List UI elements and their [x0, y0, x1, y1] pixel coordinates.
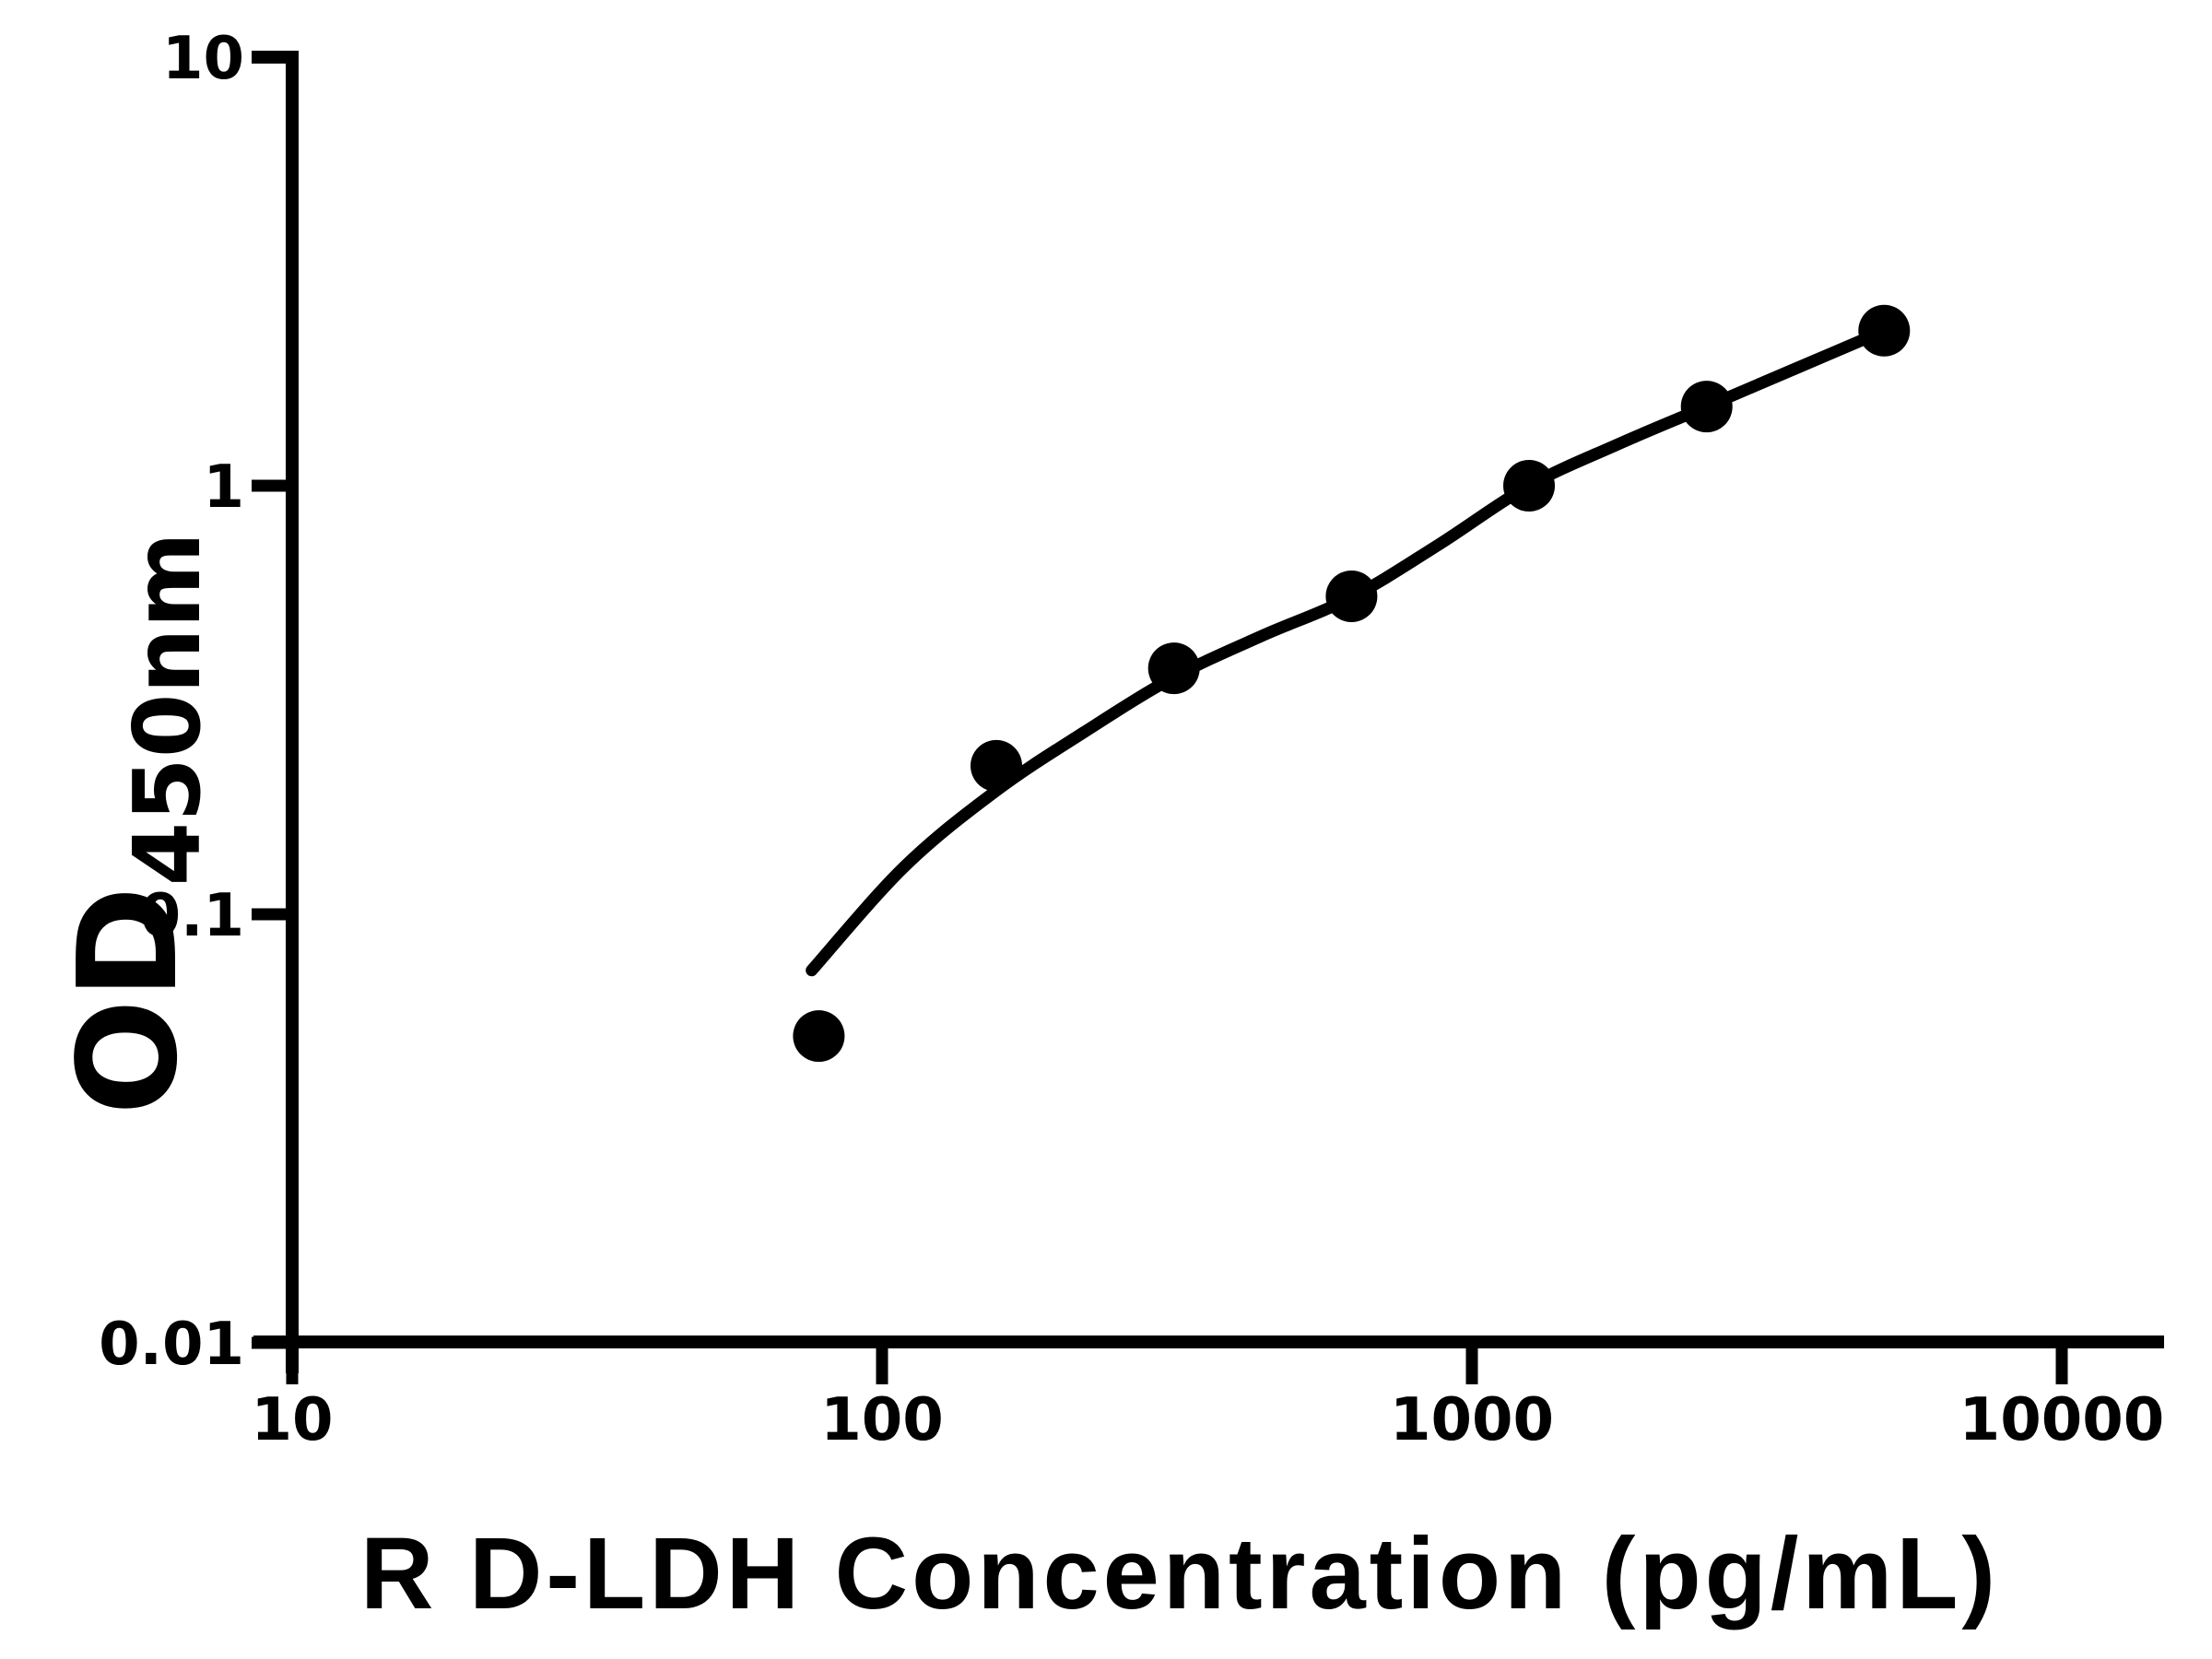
data-points: [793, 304, 1911, 1063]
y-axis-title: OD450nm: [49, 532, 221, 1115]
data-point: [1503, 460, 1555, 512]
y-tick-label: 0.01: [99, 1311, 244, 1379]
x-tick-label: 10: [251, 1386, 333, 1454]
data-point: [1147, 642, 1200, 695]
x-axis-ticks: 10 100 1000 10000: [251, 1342, 2164, 1454]
x-tick-label: 100: [820, 1386, 944, 1454]
fit-curve-line: [806, 324, 1890, 977]
y-axis-line: [252, 51, 299, 1373]
y-axis-title-subscript: 450nm: [113, 532, 221, 886]
x-tick-label: 10000: [1959, 1386, 2165, 1454]
data-point: [971, 739, 1022, 792]
y-axis-title-main: OD: [49, 886, 207, 1115]
y-axis-ticks: 10 1 0.1 0.01: [99, 25, 292, 1379]
data-point: [1680, 381, 1733, 433]
y-tick-label: 0.1: [140, 882, 244, 950]
y-tick-label: 10: [162, 25, 244, 93]
y-tick-label: 1: [203, 453, 244, 522]
data-point: [1325, 571, 1378, 622]
data-point: [793, 1010, 845, 1063]
x-axis-title: R D-LDH Concentration (pg/mL): [360, 1517, 1999, 1630]
x-tick-label: 1000: [1390, 1386, 1554, 1454]
data-point: [1858, 304, 1911, 357]
